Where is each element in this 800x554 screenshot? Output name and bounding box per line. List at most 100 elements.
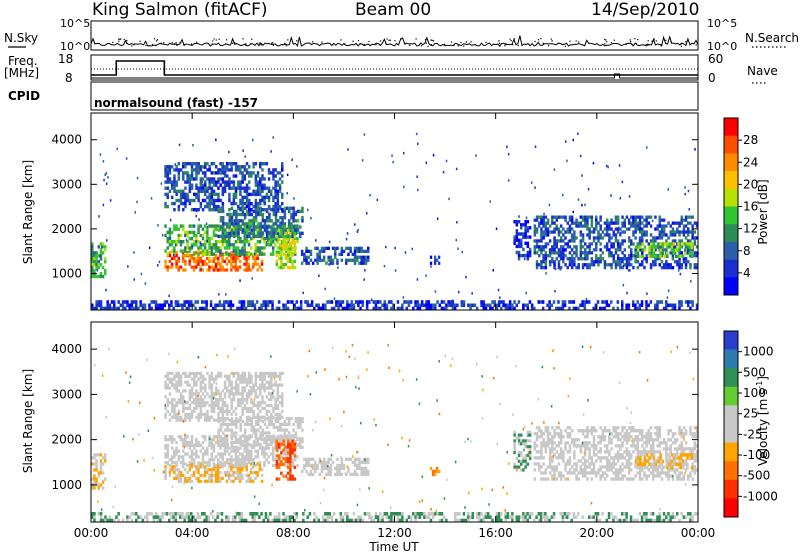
echo-cell <box>208 252 211 256</box>
echo-cell <box>649 233 653 237</box>
echo-cell <box>182 177 185 181</box>
echo-cell <box>241 442 245 447</box>
echo-cell <box>195 398 198 402</box>
echo-cell <box>201 165 205 169</box>
echo-cell <box>275 250 279 254</box>
noise-search-dot <box>272 42 274 44</box>
echo-cell <box>552 300 556 304</box>
echo-cell <box>680 215 683 219</box>
echo-cell <box>250 443 253 447</box>
echo-cell <box>256 404 260 408</box>
echo-cell <box>263 240 266 244</box>
echo-cell <box>252 219 256 223</box>
echo-cell <box>209 300 213 304</box>
echo-cell <box>360 246 363 250</box>
echo-cell <box>168 171 172 175</box>
echo-cell <box>203 449 207 453</box>
echo-cell <box>217 401 220 405</box>
echo-cell <box>203 224 207 228</box>
echo-cell <box>522 235 525 239</box>
echo-cell <box>259 383 262 387</box>
echo-cell <box>553 227 556 231</box>
echo-cell <box>168 230 172 235</box>
echo-cell <box>224 228 227 232</box>
echo-cell <box>656 224 659 228</box>
noise-search-dot <box>613 39 615 41</box>
echo-cell <box>280 471 283 475</box>
echo-cell <box>286 471 290 475</box>
echo-cell <box>538 224 541 228</box>
echo-cell <box>232 398 236 402</box>
echo-speckle <box>228 150 230 154</box>
echo-cell <box>526 439 530 443</box>
echo-cell <box>634 260 637 264</box>
echo-cell <box>199 224 202 228</box>
echo-cell <box>573 239 576 243</box>
echo-cell <box>673 233 677 237</box>
echo-cell <box>170 465 174 469</box>
echo-cell <box>246 422 249 426</box>
echo-cell <box>199 386 203 390</box>
echo-cell <box>281 228 284 232</box>
echo-cell <box>438 303 441 308</box>
echo-cell <box>241 380 244 384</box>
echo-cell <box>177 415 181 419</box>
echo-cell <box>267 380 271 384</box>
echo-cell <box>228 374 231 378</box>
echo-cell <box>345 261 348 265</box>
echo-cell <box>197 415 200 419</box>
echo-cell <box>190 174 194 178</box>
echo-cell <box>559 239 563 243</box>
echo-cell <box>192 461 196 465</box>
echo-cell <box>318 457 321 461</box>
echo-cell <box>573 263 576 267</box>
echo-cell <box>217 473 220 478</box>
echo-cell <box>665 266 668 270</box>
echo-cell <box>544 447 548 451</box>
echo-cell <box>493 303 496 308</box>
echo-cell <box>339 300 342 304</box>
echo-cell <box>320 460 324 465</box>
echo-cell <box>597 236 600 240</box>
echo-cell <box>199 449 202 453</box>
echo-cell <box>307 457 310 461</box>
echo-cell <box>321 306 325 311</box>
echo-cell <box>278 189 282 193</box>
echo-cell <box>669 266 672 270</box>
echo-cell <box>173 249 176 253</box>
echo-cell <box>280 435 284 439</box>
echo-cell <box>179 198 183 203</box>
echo-cell <box>190 479 194 483</box>
echo-cell <box>277 477 281 481</box>
echo-cell <box>289 252 293 256</box>
echo-cell <box>579 233 583 237</box>
echo-speckle <box>346 232 349 235</box>
echo-speckle <box>158 260 161 264</box>
echo-cell <box>228 231 231 235</box>
echo-cell <box>272 208 275 212</box>
echo-cell <box>190 395 194 399</box>
echo-cell <box>284 247 288 251</box>
echo-cell <box>239 425 242 429</box>
echo-cell <box>294 419 298 424</box>
echo-cell <box>566 426 569 430</box>
echo-cell <box>559 248 563 252</box>
echo-cell <box>188 406 192 411</box>
echo-cell <box>259 415 262 419</box>
echo-cell <box>250 445 253 449</box>
echo-cell <box>259 434 262 438</box>
noise-search-dot <box>512 44 514 46</box>
echo-cell <box>258 246 262 250</box>
echo-cell <box>269 236 273 241</box>
echo-cell <box>192 252 196 256</box>
echo-cell <box>660 300 664 304</box>
echo-cell <box>553 251 556 255</box>
echo-cell <box>261 438 264 442</box>
echo-cell <box>349 246 352 250</box>
echo-cell <box>234 252 238 256</box>
echo-cell <box>164 262 167 266</box>
echo-cell <box>230 371 233 375</box>
echo-cell <box>234 162 238 166</box>
echo-cell <box>570 260 574 264</box>
echo-cell <box>195 465 198 469</box>
